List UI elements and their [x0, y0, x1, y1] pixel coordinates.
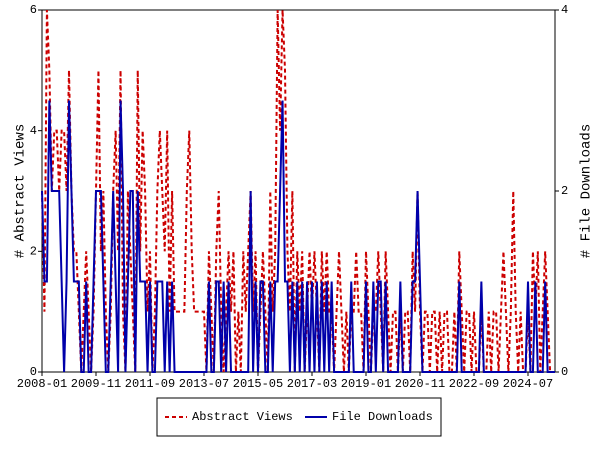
y2-tick-label: 4	[561, 3, 568, 17]
x-tick-label: 2019-01	[341, 377, 391, 391]
y-tick-label: 2	[30, 245, 37, 259]
x-tick-label: 2008-01	[17, 377, 67, 391]
y-axis-label: # Abstract Views	[13, 124, 29, 258]
x-tick-label: 2017-03	[287, 377, 337, 391]
y-tick-label: 0	[30, 365, 37, 379]
x-tick-label: 2015-05	[233, 377, 283, 391]
x-tick-label: 2022-09	[449, 377, 499, 391]
y2-tick-label: 2	[561, 184, 568, 198]
legend-label: File Downloads	[332, 410, 433, 424]
x-tick-label: 2020-11	[395, 377, 445, 391]
x-tick-label: 2024-07	[503, 377, 553, 391]
x-tick-label: 2011-09	[125, 377, 175, 391]
series-line	[41, 100, 555, 373]
series-line	[41, 9, 555, 373]
y2-tick-label: 0	[561, 365, 568, 379]
x-tick-label: 2013-07	[179, 377, 229, 391]
y-tick-label: 4	[30, 124, 37, 138]
x-tick-label: 2009-11	[71, 377, 121, 391]
legend-box	[156, 397, 442, 437]
y-tick-label: 6	[30, 3, 37, 17]
y2-axis-label: # File Downloads	[579, 124, 595, 258]
legend-label: Abstract Views	[192, 410, 293, 424]
